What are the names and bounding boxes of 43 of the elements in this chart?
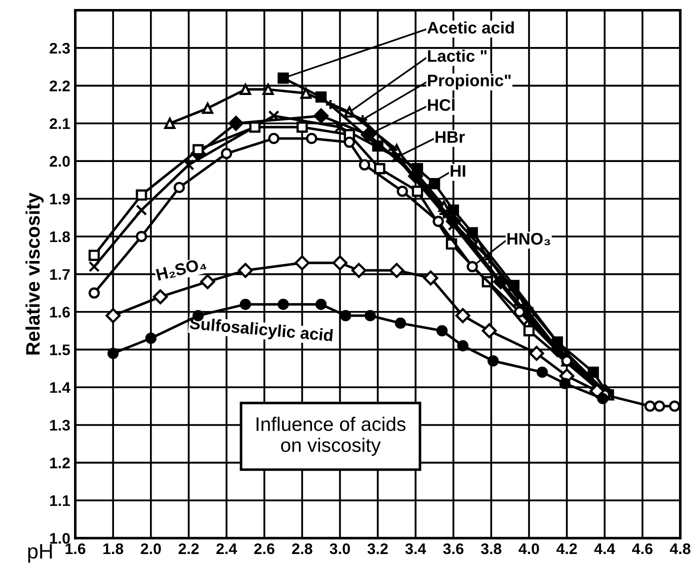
y-tick-label: 2.2 (50, 80, 70, 92)
y-tick-label: 1.0 (50, 532, 70, 544)
x-tick-label: 2.6 (254, 543, 274, 554)
x-tick-label: 2.0 (140, 543, 161, 554)
y-tick-label: 1.1 (50, 495, 70, 506)
legend-label: HI (450, 165, 466, 177)
y-tick-label: 1.2 (50, 458, 70, 468)
x-tick-label: 4.6 (632, 543, 653, 554)
y-tick-label: 2.3 (50, 42, 70, 54)
text: Acetic acid (427, 21, 514, 34)
y-tick-label: 2.0 (50, 156, 70, 167)
text: H₂SO₄ (156, 257, 207, 282)
y-tick-label: 1.4 (50, 382, 70, 393)
legend-label: HCl (428, 98, 454, 111)
y-tick-label: 1.3 (50, 420, 70, 431)
x-tick-label: 3.8 (480, 543, 502, 554)
y-tick-label: 1.9 (50, 194, 70, 204)
text: Propionic" (428, 74, 511, 90)
y-tick-label: 2.1 (50, 118, 70, 129)
x-tick-label: 3.6 (443, 543, 464, 554)
text: HNO₃ (507, 232, 550, 246)
x-tick-label: 3.4 (405, 543, 426, 554)
x-tick-label: 2.2 (178, 543, 199, 554)
x-tick-label: 2.8 (292, 543, 312, 554)
x-tick-label: 4.4 (594, 544, 616, 554)
y-tick-label: 1.7 (50, 269, 70, 280)
y-axis-title: Relative viscosity (25, 192, 44, 354)
x-tick-label: 1.8 (103, 543, 124, 554)
x-tick-label: 4.2 (556, 543, 577, 554)
text: Lactic " (428, 50, 487, 62)
y-tick-label: 1.8 (50, 231, 70, 242)
x-tick-label: 4.0 (518, 543, 540, 554)
y-tick-label: 1.6 (50, 306, 70, 318)
x-tick-label: 2.4 (216, 543, 238, 554)
legend-label: HBr (436, 131, 465, 143)
y-tick-label: 1.5 (50, 344, 70, 356)
x-tick-label: 1.6 (66, 543, 86, 554)
x-axis-title: pH (28, 544, 52, 563)
x-tick-label: 4.8 (670, 543, 690, 554)
series-label: Sulfosalicylic acid (189, 316, 333, 345)
x-tick-label: 3.0 (330, 543, 350, 554)
x-tick-label: 3.2 (368, 543, 388, 554)
annotation: Influence of acids on viscosity (256, 416, 406, 456)
